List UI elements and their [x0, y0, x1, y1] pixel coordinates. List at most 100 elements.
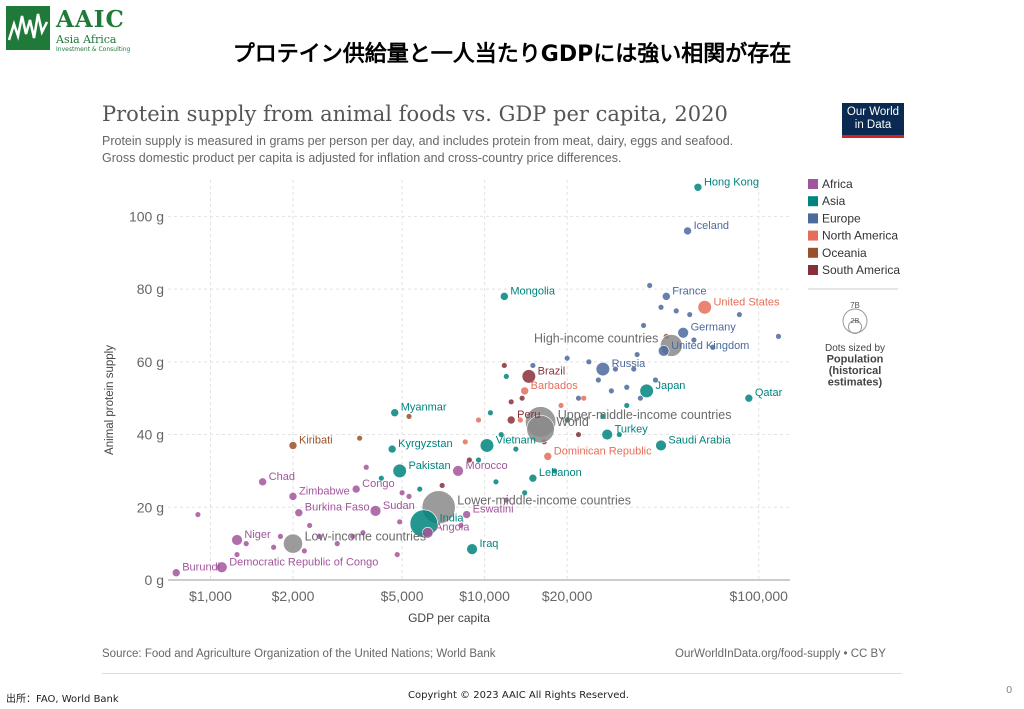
- data-point: [522, 490, 528, 496]
- point-label: Hong Kong: [704, 176, 759, 188]
- copyright: Copyright © 2023 AAIC All Rights Reserve…: [408, 690, 629, 701]
- point-label: Brazil: [538, 365, 566, 377]
- data-point: [493, 479, 499, 485]
- data-point-zimbabwe: [288, 492, 298, 501]
- point-label: Peru: [517, 409, 540, 421]
- data-point-angola: [421, 527, 434, 539]
- data-point: [243, 541, 249, 547]
- data-point: [307, 522, 313, 529]
- data-point: [736, 311, 743, 318]
- point-label: Myanmar: [401, 402, 447, 414]
- data-point-peru: [506, 415, 516, 425]
- logo-mark-icon: [6, 6, 50, 50]
- point-label: India: [440, 513, 465, 525]
- data-point: [612, 366, 619, 372]
- data-point: [647, 282, 653, 289]
- size-legend-caption: Population: [827, 354, 884, 366]
- data-point: [551, 468, 558, 474]
- data-point: [301, 548, 307, 554]
- data-point-hong-kong: [693, 182, 703, 192]
- owid-badge[interactable]: Our World in Data: [842, 103, 904, 138]
- data-point: [439, 482, 445, 489]
- data-point-kiribati: [288, 441, 298, 450]
- legend-swatch: [808, 265, 818, 275]
- data-point: [634, 351, 640, 358]
- size-legend-caption: estimates): [828, 377, 883, 389]
- data-point-brazil: [521, 369, 536, 384]
- data-point-qatar: [744, 393, 754, 403]
- data-point: [658, 304, 664, 310]
- legend-swatch: [808, 179, 818, 189]
- x-tick-label: $1,000: [189, 588, 232, 604]
- y-tick-label: 20 g: [137, 499, 164, 515]
- data-point-pakistan: [392, 463, 407, 479]
- data-point-united-states: [697, 300, 712, 315]
- data-point: [575, 431, 582, 438]
- data-point: [608, 388, 614, 394]
- data-point: [360, 530, 366, 536]
- data-point: [691, 337, 697, 343]
- data-point-burkina-faso: [294, 508, 304, 518]
- data-point-kyrgyzstan: [387, 444, 397, 454]
- point-label: Burundi: [182, 562, 220, 574]
- company-logo: AAIC Asia Africa Investment & Consulting: [6, 6, 136, 53]
- logo-subtitle-small: Investment & Consulting: [56, 46, 131, 53]
- chart-url-link[interactable]: OurWorldInData.org/food-supply • CC BY: [675, 648, 886, 660]
- data-point: [458, 522, 464, 529]
- chart-subtitle-line1: Protein supply is measured in grams per …: [102, 134, 734, 148]
- data-point: [710, 344, 716, 350]
- y-axis-title: Animal protein supply: [104, 345, 116, 455]
- logo-text: AAIC: [56, 6, 125, 33]
- data-point: [378, 475, 384, 481]
- data-point-germany: [677, 327, 689, 339]
- data-point: [595, 377, 601, 383]
- point-label: Eswatini: [473, 504, 514, 516]
- data-point-turkey: [601, 428, 613, 441]
- point-label: World: [556, 415, 588, 429]
- data-point-democratic-republic-of-congo: [216, 561, 228, 573]
- data-point: [501, 362, 507, 369]
- data-point-world: [526, 414, 555, 444]
- data-point-japan: [639, 383, 654, 399]
- data-point: [586, 359, 592, 365]
- data-point: [600, 413, 606, 419]
- point-label: Upper-middle-income countries: [558, 408, 732, 422]
- chart-legend: Africa Asia Europe North America Oceania Sout…: [808, 177, 900, 389]
- x-tick-label: $10,000: [459, 588, 510, 604]
- legend-swatch: [808, 213, 818, 224]
- point-label: Congo: [362, 478, 394, 490]
- data-point: [575, 395, 582, 401]
- data-point: [503, 373, 509, 379]
- data-point: [399, 490, 405, 496]
- point-label: Sudan: [383, 500, 415, 512]
- point-label: Zimbabwe: [299, 485, 350, 497]
- point-label: Saudi Arabia: [668, 434, 731, 446]
- data-point: [357, 435, 363, 441]
- data-point: [640, 322, 647, 329]
- point-label: Kyrgyzstan: [398, 438, 452, 450]
- data-point-vietnam: [479, 438, 495, 453]
- data-point: [503, 497, 509, 503]
- point-label: Democratic Republic of Congo: [229, 556, 378, 568]
- size-legend-caption: (historical: [829, 365, 882, 377]
- point-label: Russia: [612, 358, 647, 370]
- data-point: [775, 333, 782, 339]
- point-label: Low-income countries: [305, 530, 427, 544]
- x-tick-label: $20,000: [542, 588, 593, 604]
- data-point: [363, 464, 369, 470]
- data-point-myanmar: [390, 408, 400, 418]
- data-point: [271, 544, 277, 550]
- data-point-burundi: [171, 568, 181, 578]
- legend-label: Asia: [822, 194, 846, 208]
- size-legend-big-label: 7B: [850, 301, 860, 310]
- data-point-chad: [258, 477, 267, 487]
- slide-title: プロテイン供給量と一人当たりGDPには強い相関が存在: [232, 42, 792, 67]
- chart-point-labels: Hong Kong Iceland Mongolia France United Sta…: [182, 176, 782, 573]
- owid-badge-line1: Our World: [846, 106, 900, 118]
- footer-divider: [102, 673, 902, 674]
- legend-swatch: [808, 247, 818, 258]
- data-point-niger: [231, 534, 243, 546]
- data-point-mongolia: [500, 292, 509, 301]
- data-point-congo: [351, 484, 361, 494]
- legend-swatch: [808, 196, 818, 207]
